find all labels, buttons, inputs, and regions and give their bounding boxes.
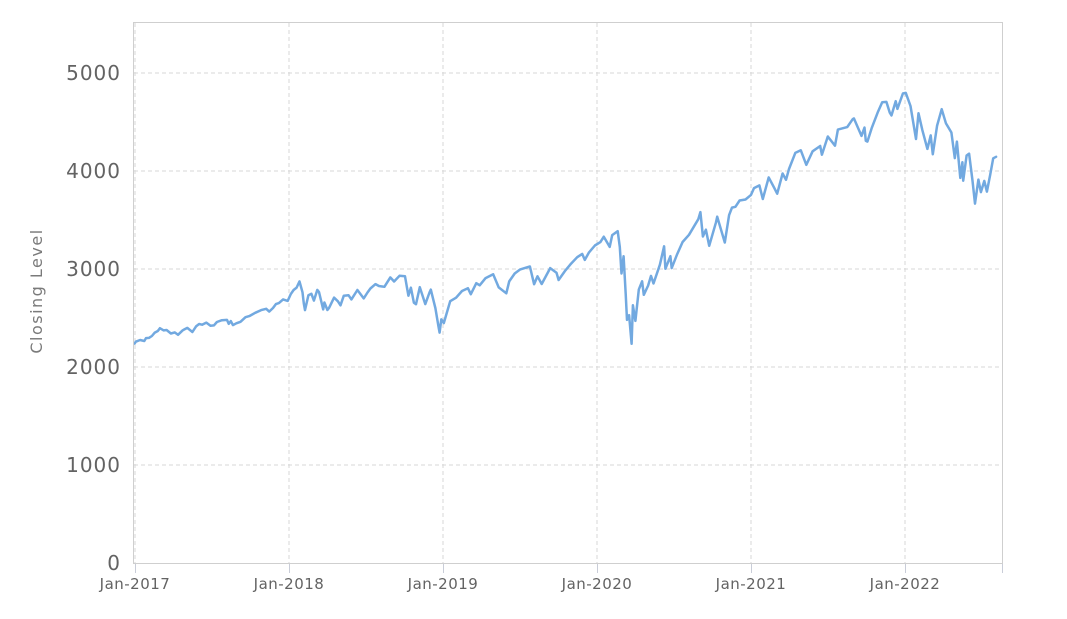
y-tick-label: 2000 bbox=[66, 355, 121, 379]
x-tick-mark bbox=[1002, 564, 1003, 573]
x-tick-mark bbox=[443, 564, 444, 573]
y-tick-label: 1000 bbox=[66, 453, 121, 477]
y-tick-label: 0 bbox=[107, 551, 121, 575]
y-tick-label: 3000 bbox=[66, 257, 121, 281]
closing-level-line bbox=[134, 91, 998, 346]
x-tick-mark bbox=[597, 564, 598, 573]
x-tick-label: Jan-2020 bbox=[561, 575, 633, 593]
x-tick-label: Jan-2019 bbox=[407, 575, 479, 593]
x-tick-mark bbox=[751, 564, 752, 573]
line-chart-svg bbox=[134, 23, 1002, 563]
x-tick-mark bbox=[289, 564, 290, 573]
y-axis-title: Closing Level bbox=[27, 228, 46, 354]
x-tick-label: Jan-2017 bbox=[99, 575, 171, 593]
x-tick-label: Jan-2018 bbox=[253, 575, 325, 593]
y-tick-label: 5000 bbox=[66, 61, 121, 85]
x-tick-label: Jan-2022 bbox=[869, 575, 941, 593]
plot-area[interactable] bbox=[133, 22, 1003, 564]
x-tick-mark bbox=[135, 564, 136, 573]
y-tick-label: 4000 bbox=[66, 159, 121, 183]
x-tick-label: Jan-2021 bbox=[715, 575, 787, 593]
x-tick-mark bbox=[905, 564, 906, 573]
